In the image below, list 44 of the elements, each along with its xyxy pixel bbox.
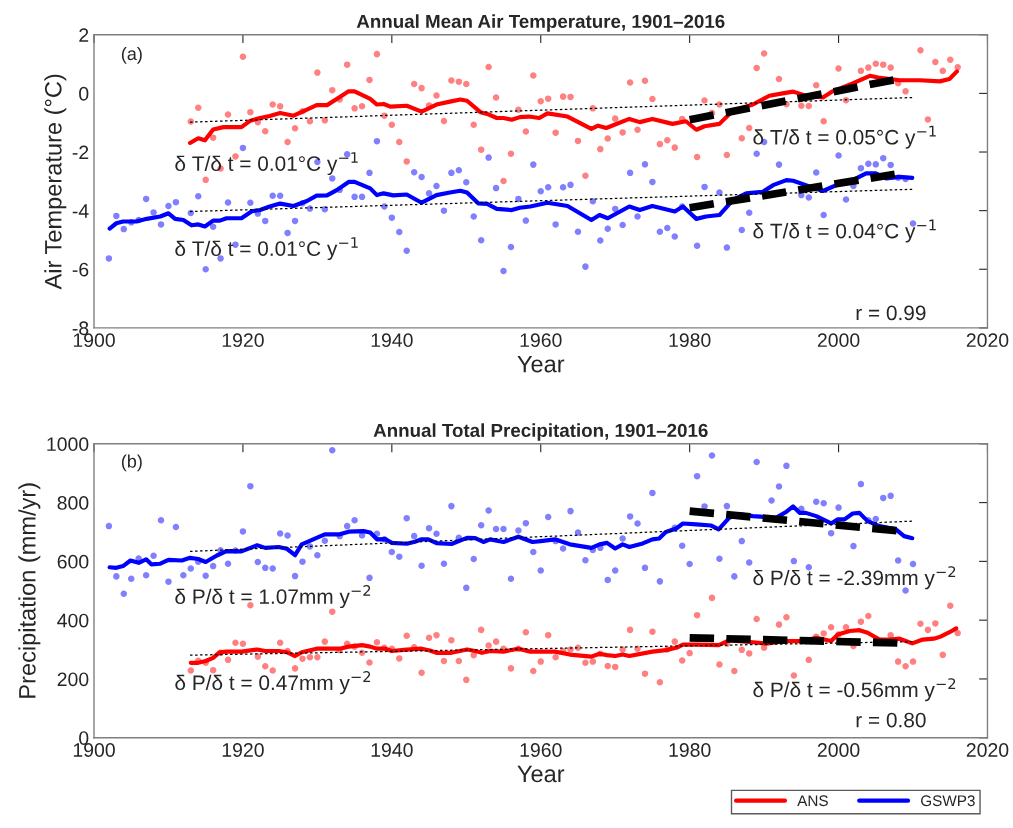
y-tick-label: 0 — [79, 86, 89, 101]
annotation: δ T/δ t = 0.04°C y$^{−1}$ — [753, 219, 936, 243]
y-tick-label: 800 — [57, 496, 89, 510]
annotation: δ P/δ t = -2.39mm y$^{−2}$ — [753, 566, 956, 590]
annotation: δ T/δ t = 0.01°C y$^{−1}$ — [175, 237, 358, 261]
chart-title: Annual Total Precipitation, 1901–2016 — [373, 423, 708, 441]
annotation: r = 0.80 — [856, 712, 926, 728]
legend-label: GSWP3 — [921, 795, 975, 807]
annotation: δ T/δ t = 0.01°C y$^{−1}$ — [175, 152, 358, 176]
y-tick-label: -2 — [72, 145, 89, 160]
x-tick-label: 2020 — [966, 333, 1009, 348]
y-tick-label: 2 — [79, 28, 89, 42]
annotation: (a) — [121, 46, 142, 64]
x-tick-label: 1960 — [520, 743, 562, 757]
y-tick-label: 400 — [57, 613, 89, 628]
x-tick-label: 1940 — [371, 333, 413, 348]
x-tick-label: 2000 — [817, 333, 860, 348]
chart-title: Annual Mean Air Temperature, 1901–2016 — [356, 14, 725, 32]
annotation: δ P/δ t = -0.56mm y$^{−2}$ — [753, 678, 956, 702]
y-tick-label: -6 — [72, 262, 89, 277]
x-tick-label: 2020 — [966, 743, 1009, 757]
x-tick-label: 2000 — [817, 743, 860, 757]
x-tick-label: 1960 — [520, 333, 562, 348]
annotation: δ P/δ t = 0.47mm y$^{−2}$ — [175, 671, 371, 695]
y-axis-title: Precipitation (mm/yr) — [18, 483, 41, 698]
annotation: (b) — [121, 454, 142, 472]
x-tick-label: 1920 — [222, 333, 264, 348]
y-axis-title: Air Temperature (°C) — [44, 74, 67, 290]
y-tick-label: -4 — [72, 204, 89, 218]
y-tick-label: 200 — [57, 672, 89, 687]
annotation: δ T/δ t = 0.05°C y$^{−1}$ — [753, 125, 936, 149]
annotation: r = 0.99 — [856, 305, 926, 321]
legend-label: ANS — [797, 795, 828, 807]
x-tick-label: 1920 — [222, 743, 264, 757]
annotation: δ P/δ t = 1.07mm y$^{−2}$ — [175, 584, 371, 609]
x-tick-label: 1940 — [371, 743, 413, 757]
y-tick-label: 0 — [79, 731, 89, 745]
x-tick-label: 1900 — [73, 743, 115, 757]
x-axis-title: Year — [517, 765, 565, 783]
x-tick-label: 1980 — [669, 333, 711, 348]
y-tick-label: 1000 — [47, 437, 89, 452]
x-axis-title: Year — [517, 355, 565, 373]
x-tick-label: 1980 — [669, 743, 711, 757]
y-tick-label: 600 — [57, 554, 89, 569]
